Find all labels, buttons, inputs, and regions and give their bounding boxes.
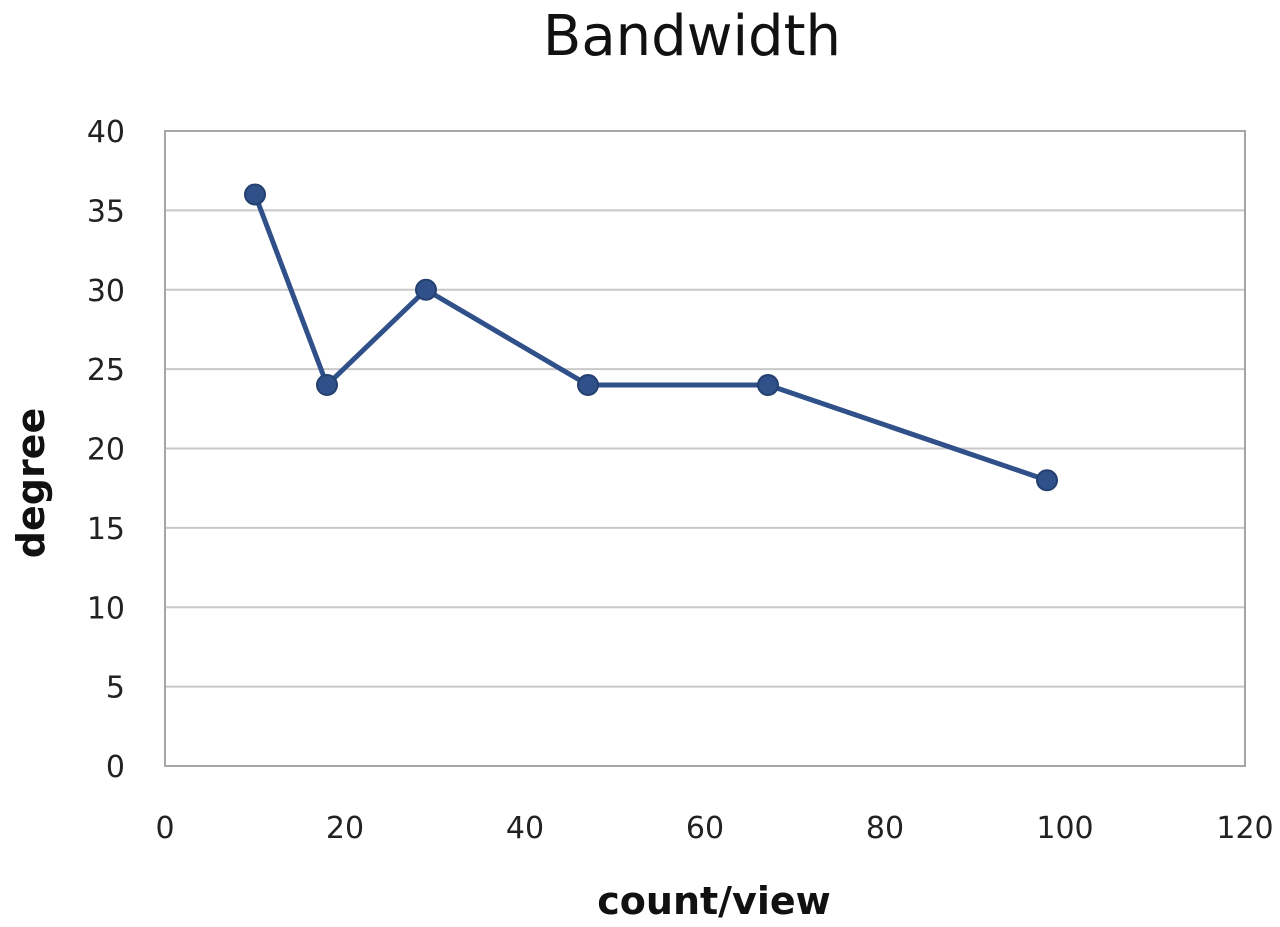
data-point-marker: [757, 374, 779, 396]
y-tick-label: 40: [87, 115, 125, 150]
x-tick-label: 120: [1216, 811, 1273, 846]
x-tick-label: 100: [1036, 811, 1093, 846]
x-tick-label: 80: [866, 811, 904, 846]
y-axis-ticks: 0 5 10 15 20 25 30 35 40: [87, 115, 125, 785]
y-tick-label: 15: [87, 512, 125, 547]
y-tick-label: 5: [106, 671, 125, 706]
chart-title: Bandwidth: [543, 4, 841, 69]
x-tick-label: 40: [506, 811, 544, 846]
data-point-marker: [577, 374, 599, 396]
data-point-marker: [1036, 469, 1058, 492]
y-tick-label: 25: [87, 353, 125, 388]
x-tick-label: 20: [326, 811, 364, 846]
y-tick-label: 35: [87, 194, 125, 229]
x-axis-ticks: 0 20 40 60 80 100 120: [155, 811, 1273, 846]
data-point-marker: [244, 183, 266, 206]
gridlines: [165, 130, 1245, 767]
x-tick-label: 0: [155, 811, 174, 846]
y-tick-label: 0: [106, 750, 125, 785]
y-tick-label: 10: [87, 591, 125, 626]
series-layer: [244, 183, 1058, 492]
series-line: [252, 192, 1050, 483]
x-tick-label: 60: [686, 811, 724, 846]
y-axis-title: degree: [9, 408, 53, 558]
data-point-marker: [316, 374, 338, 396]
plot-area-frame: [164, 130, 1246, 767]
y-tick-label: 30: [87, 274, 125, 309]
data-point-marker: [415, 278, 437, 301]
y-tick-label: 20: [87, 433, 125, 468]
x-axis-title: count/view: [597, 879, 830, 922]
